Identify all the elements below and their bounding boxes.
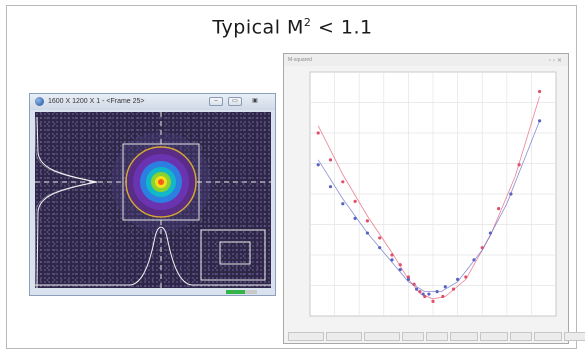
plot-window-title: M-squared (288, 57, 312, 63)
beam-profile-window: 1600 X 1200 X 1 - <Frame 25> – ▭ ▣ (29, 93, 276, 296)
data-point-series-2 (353, 216, 357, 220)
acquisition-progress-fill (226, 290, 245, 294)
horizontal-profile-curve (35, 226, 271, 286)
fit-curve-series-1 (317, 96, 540, 300)
navigator-viewport[interactable] (219, 241, 251, 265)
data-point-series-1 (431, 299, 435, 303)
status-field (450, 332, 478, 341)
data-point-series-1 (316, 131, 320, 135)
beam-window-title: 1600 X 1200 X 1 - <Frame 25> (48, 98, 145, 105)
status-field (326, 332, 362, 341)
data-point-series-2 (390, 258, 394, 262)
data-point-series-1 (441, 294, 445, 299)
data-point-series-1 (406, 275, 410, 279)
data-point-series-2 (472, 258, 476, 262)
data-point-series-1 (328, 158, 333, 162)
data-point-series-2 (443, 285, 447, 289)
vertical-profile-curve (36, 116, 98, 288)
restore-icon[interactable]: ▭ (228, 97, 242, 106)
data-point-series-1 (341, 180, 345, 184)
acquisition-progress (226, 290, 257, 294)
data-point-series-1 (451, 287, 456, 291)
data-point-series-1 (464, 275, 468, 279)
headline-superscript: 2 (303, 16, 312, 29)
status-field (364, 332, 400, 341)
status-field (510, 332, 532, 341)
m2-plot-window: M-squared ▫▫✕ (283, 53, 585, 344)
app-icon (35, 97, 44, 106)
navigator-box[interactable] (200, 229, 266, 281)
status-field (480, 332, 508, 341)
data-point-series-2 (378, 246, 382, 250)
data-point-series-1 (398, 263, 402, 267)
data-point-series-1 (418, 290, 422, 294)
data-point-series-2 (538, 119, 542, 123)
data-point-series-2 (488, 231, 492, 235)
status-field (534, 332, 562, 341)
beam-image-overlay (35, 112, 271, 288)
data-point-series-2 (341, 202, 345, 206)
status-strip (35, 289, 271, 295)
beam-image[interactable] (35, 112, 271, 288)
beam-window-titlebar[interactable]: 1600 X 1200 X 1 - <Frame 25> – ▭ ▣ (30, 94, 275, 110)
data-point-series-1 (378, 236, 382, 240)
data-point-series-1 (497, 207, 501, 211)
data-point-series-1 (423, 294, 427, 299)
status-field (288, 332, 324, 341)
data-point-series-2 (435, 290, 439, 294)
plot-window-titlebar[interactable]: M-squared ▫▫✕ (284, 54, 568, 66)
m2-chart-svg (309, 71, 557, 317)
data-point-series-2 (316, 163, 320, 167)
data-point-series-2 (365, 231, 369, 235)
status-field (402, 332, 424, 341)
data-point-series-1 (538, 89, 542, 94)
data-point-series-1 (353, 199, 357, 203)
fit-circle (125, 146, 197, 218)
data-point-series-2 (456, 277, 460, 281)
data-point-series-1 (517, 163, 521, 167)
data-point-series-1 (390, 253, 394, 257)
status-field (564, 332, 585, 341)
m2-chart (288, 68, 564, 330)
data-point-series-2 (421, 292, 425, 296)
headline: Typical M2 < 1.1 (212, 16, 373, 39)
plot-statusbar (288, 332, 585, 341)
data-point-series-2 (328, 185, 333, 189)
vertical-profile-fit (35, 116, 96, 288)
data-point-series-2 (509, 192, 513, 196)
minimize-icon[interactable]: – (209, 97, 223, 106)
close-icon[interactable]: ▣ (252, 98, 258, 104)
data-point-series-2 (427, 292, 431, 296)
data-point-series-2 (415, 287, 419, 291)
data-point-series-2 (398, 268, 402, 272)
roi-box[interactable] (122, 143, 200, 221)
data-point-series-1 (365, 219, 369, 223)
beam-core (158, 179, 164, 185)
fit-curve-series-2 (317, 120, 540, 292)
status-field (426, 332, 448, 341)
plot-window-buttons[interactable]: ▫▫✕ (548, 58, 564, 64)
data-point-series-2 (406, 277, 410, 281)
